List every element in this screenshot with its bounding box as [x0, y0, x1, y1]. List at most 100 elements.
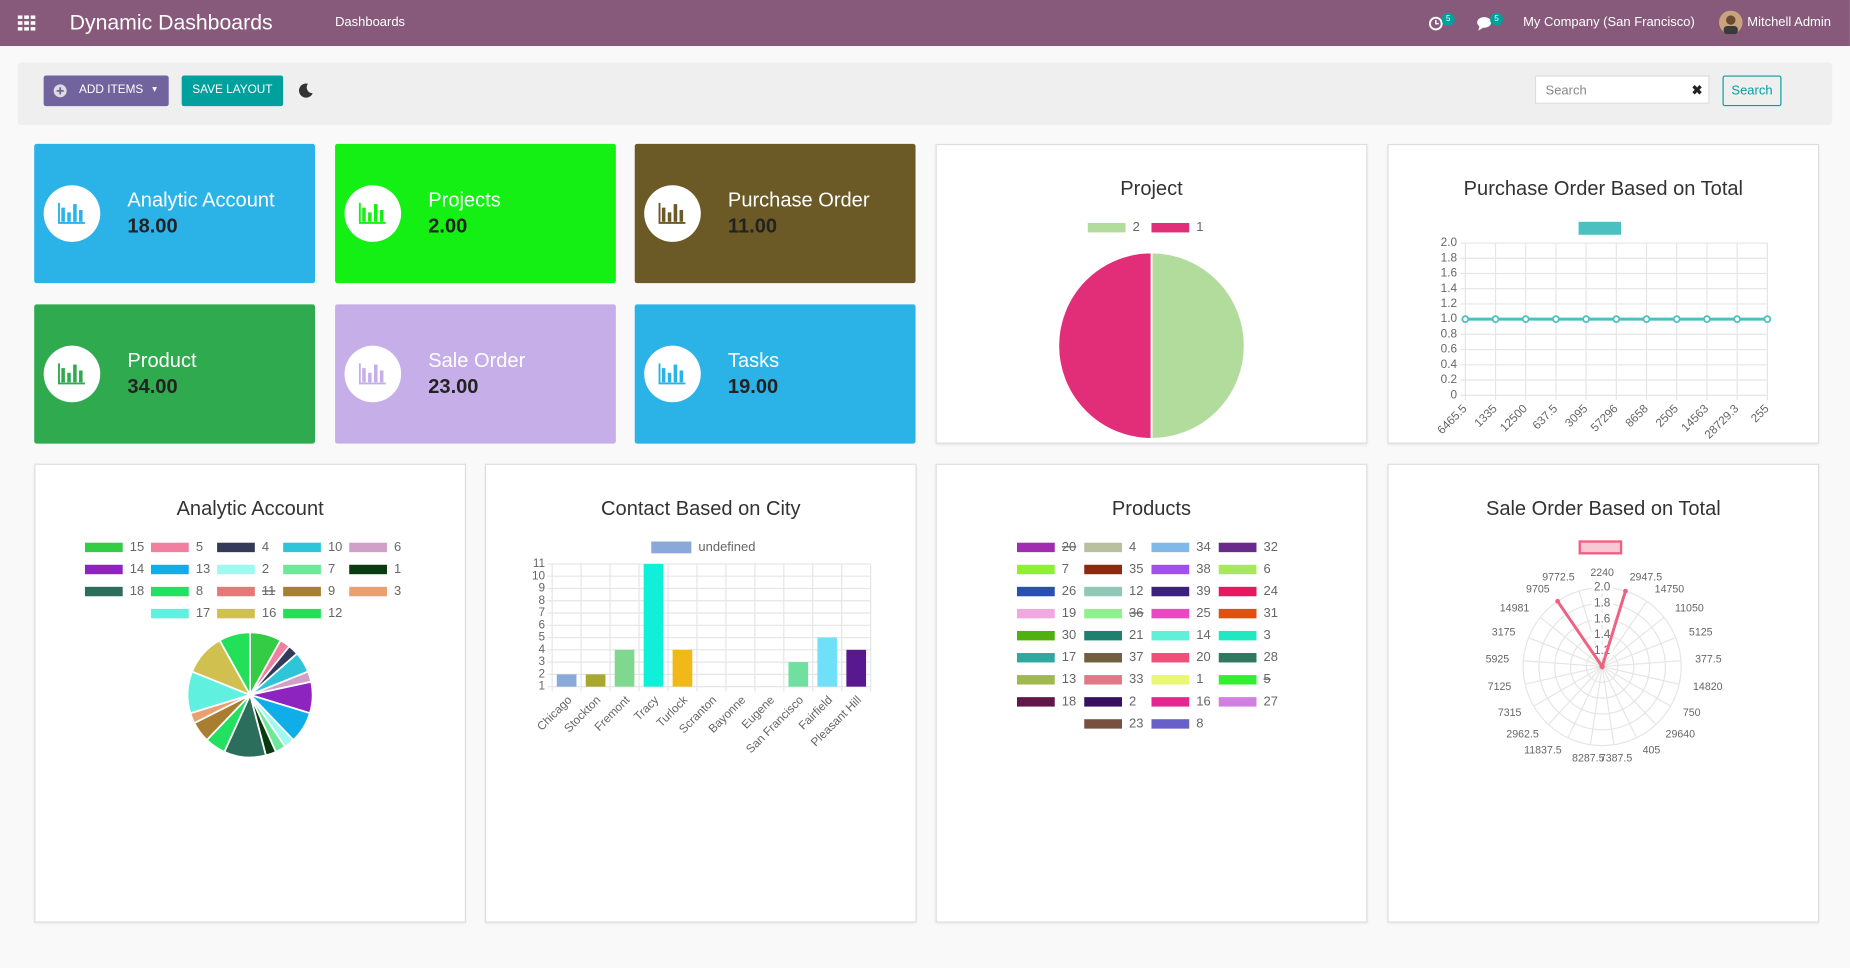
x-tick-label: 8658 [1623, 402, 1651, 430]
icon-bar [362, 207, 366, 222]
search-input[interactable]: Search ✖ [1534, 75, 1710, 104]
legend-swatch [349, 564, 387, 575]
chart: Sale Order Based on Total 2240 2947.514750… [1486, 498, 1723, 765]
pie-slice [1057, 251, 1153, 440]
y-tick-label: 6 [539, 618, 546, 631]
y-tick-label: 9 [539, 582, 546, 595]
legend-swatch [151, 564, 189, 575]
bar [614, 649, 635, 687]
legend-label: 21 [1129, 627, 1143, 642]
legend-swatch [1151, 564, 1190, 575]
legend-label: 31 [1264, 605, 1278, 620]
x-tick-label: 28729.3 [1702, 402, 1742, 442]
avatar[interactable] [1718, 10, 1743, 35]
chart-panel: Project 2 1 [935, 143, 1368, 444]
apps-icon[interactable] [17, 15, 36, 31]
angle-line [1589, 666, 1603, 745]
kpi-tile: Tasks 19.00 [634, 304, 916, 444]
legend-swatch [1016, 564, 1055, 575]
legend-label: 35 [1129, 561, 1143, 576]
y-tick-label: 1 [539, 680, 546, 693]
legend-swatch [283, 564, 321, 575]
save-layout-button[interactable]: SAVE LAYOUT [181, 75, 284, 107]
company-switcher[interactable]: My Company (San Francisco) [1523, 15, 1695, 30]
radar-point [1555, 598, 1560, 604]
clear-icon[interactable]: ✖ [1691, 83, 1703, 98]
tile-icon [344, 185, 402, 242]
caret: ▾ [152, 83, 157, 95]
y-tick-label: 10 [532, 569, 546, 582]
bar [846, 649, 867, 687]
legend-swatch [1151, 697, 1190, 707]
icon-circle [344, 185, 402, 242]
icon-bar [67, 212, 71, 222]
legend-label: 4 [262, 539, 269, 554]
legend-label: 12 [1129, 583, 1143, 598]
messages-icon[interactable] [1477, 17, 1494, 31]
y-tick-label: 5 [539, 631, 546, 644]
legend-label: 18 [1062, 693, 1076, 708]
legend-swatch [1084, 630, 1122, 641]
line-point [1491, 315, 1500, 323]
legend-swatch [1087, 222, 1126, 233]
legend-swatch [84, 564, 123, 575]
bar [788, 662, 809, 687]
icon-bar [379, 210, 384, 222]
legend-label: 28 [1264, 649, 1278, 664]
tick-backdrop [1591, 597, 1613, 610]
legend-label: 8 [1196, 715, 1203, 730]
chart-panel: Products 20 4 34 32 7 35 38 6 26 12 39 24 19 36 25 31 30 2… [935, 463, 1368, 923]
legend-swatch [283, 608, 321, 619]
legend-swatch [1578, 221, 1622, 235]
theme-toggle[interactable] [298, 83, 313, 98]
icon-axis [358, 202, 386, 224]
line-point [1763, 315, 1772, 323]
legend-label: 14 [1196, 627, 1210, 642]
legend-label: 33 [1129, 671, 1143, 686]
point-label: 14750 [1655, 583, 1685, 595]
legend-label: undefined [698, 539, 755, 554]
user-menu[interactable]: Mitchell Admin [1747, 15, 1831, 30]
chart: Project 2 1 [1057, 178, 1246, 440]
add-items-label: ADD ITEMS [79, 83, 144, 97]
chart-panel: Contact Based on City undefined 1 2 3 4 5 6 7 8 9 1… [484, 463, 917, 923]
legend-label: 8 [196, 583, 203, 598]
angle-line [1602, 660, 1682, 668]
legend-swatch [1016, 608, 1055, 619]
tile-value: 34.00 [127, 375, 178, 398]
legend-label: 32 [1264, 539, 1278, 554]
chart-panel: Sale Order Based on Total 2240 2947.5 14750… [1387, 463, 1820, 923]
menu-item[interactable]: Dashboards [335, 15, 406, 30]
y-tick-label: 2.0 [1441, 236, 1458, 249]
angle-line [1601, 666, 1637, 739]
icon-bar [368, 372, 372, 383]
search-button[interactable]: Search [1722, 75, 1782, 107]
tick-backdrop [1591, 581, 1613, 594]
angle-line [1601, 616, 1665, 668]
activity-icon[interactable] [1428, 15, 1446, 32]
legend-swatch [84, 586, 123, 597]
kpi-tile: Projects 2.00 [335, 143, 616, 284]
legend-swatch [283, 586, 321, 597]
tile-title: Tasks [727, 349, 780, 372]
icon-bar [673, 364, 678, 383]
legend-label: 24 [1264, 583, 1278, 598]
legend-label: 12 [328, 605, 342, 620]
icon-circle [644, 345, 701, 403]
legend-swatch [283, 542, 321, 553]
chart-title: Sale Order Based on Total [1486, 498, 1721, 520]
angle-line [1528, 637, 1603, 668]
legend-label: 37 [1129, 649, 1143, 664]
point-label: 29640 [1666, 729, 1696, 741]
icon-bar [368, 212, 372, 222]
legend-swatch [1084, 586, 1122, 597]
icon-bar [79, 370, 83, 383]
point-label: 2947.5 [1630, 571, 1663, 583]
legend-label: 16 [1196, 693, 1210, 708]
angle-line [1567, 666, 1603, 739]
legend-swatch [1151, 608, 1190, 619]
add-items-button[interactable]: ADD ITEMS ▾ [43, 75, 169, 107]
point-label: 14981 [1500, 602, 1530, 614]
